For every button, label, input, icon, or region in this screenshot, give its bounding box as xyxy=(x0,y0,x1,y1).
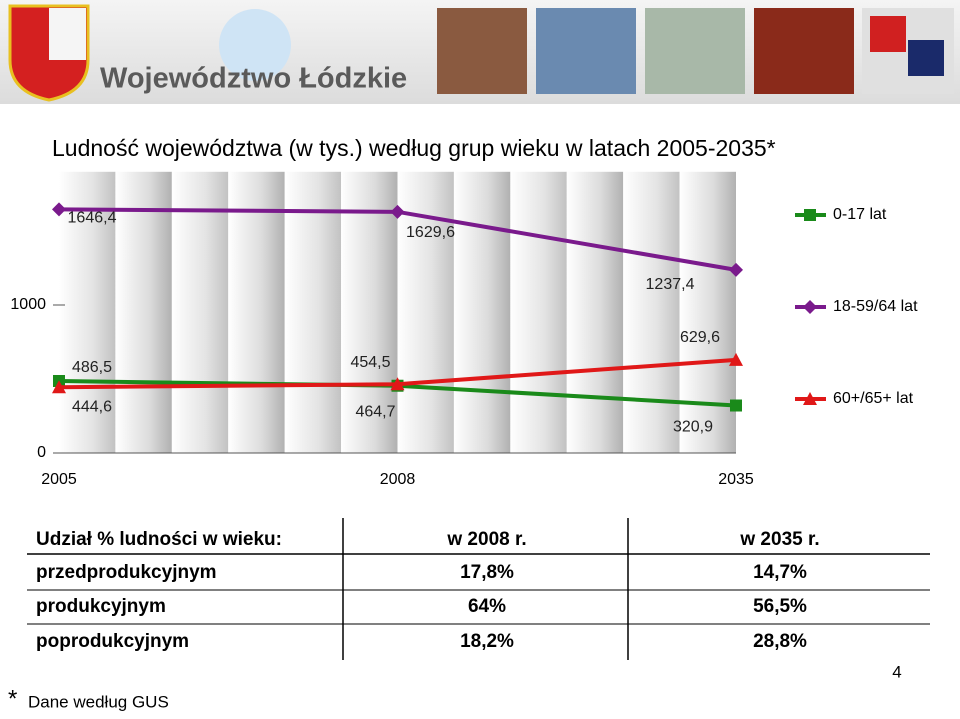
marker xyxy=(729,262,743,277)
x-tick-label: 2005 xyxy=(41,471,77,488)
table-header: Udział % ludności w wieku: xyxy=(36,529,282,550)
plot-area: 0 1000 2005 2008 2035 486,5 454,5 320,9 0-17 lat… xyxy=(10,171,918,488)
plot-background xyxy=(566,171,624,454)
plot-background xyxy=(453,171,511,454)
marker xyxy=(52,380,66,394)
table-cell: 14,7% xyxy=(753,562,807,583)
value-label: 1237,4 xyxy=(646,276,695,293)
banner-title: Województwo Łódzkie xyxy=(100,63,407,95)
value-label: 486,5 xyxy=(72,359,112,376)
marker xyxy=(729,352,743,366)
value-label: 320,9 xyxy=(673,419,713,436)
y-tick-label: 0 xyxy=(37,444,46,461)
table-cell: 17,8% xyxy=(460,562,514,583)
page-number: 4 xyxy=(892,662,901,681)
legend-label: 60+/65+ lat xyxy=(833,390,914,407)
table-cell: poprodukcyjnym xyxy=(36,631,189,652)
value-label: 1629,6 xyxy=(406,224,455,241)
table-header: w 2008 r. xyxy=(446,529,526,550)
legend-marker xyxy=(803,300,817,314)
legend-label: 0-17 lat xyxy=(833,206,887,223)
value-label: 444,6 xyxy=(72,398,112,415)
table-cell: przedprodukcyjnym xyxy=(36,562,217,583)
table: Udział % ludności w wieku: w 2008 r. w 203… xyxy=(27,518,930,660)
legend-marker xyxy=(804,209,816,221)
chart-title: Ludność województwa (w tys.) według grup… xyxy=(52,135,776,161)
plot-background xyxy=(510,171,567,454)
x-tick-label: 2035 xyxy=(718,471,754,488)
value-label: 629,6 xyxy=(680,329,720,346)
footnote: Dane według GUS xyxy=(28,692,169,711)
value-label: 454,5 xyxy=(350,354,390,371)
plot-background xyxy=(59,171,116,454)
plot-background xyxy=(341,171,398,454)
plot-background xyxy=(228,171,285,454)
table-cell: 18,2% xyxy=(460,631,514,652)
table-cell: 56,5% xyxy=(753,596,807,617)
plot-background xyxy=(284,171,342,454)
plot-background xyxy=(115,171,172,454)
y-tick-label: 1000 xyxy=(10,296,46,313)
header-banner: Województwo Łódzkie xyxy=(0,0,960,104)
table-header: w 2035 r. xyxy=(739,529,819,550)
marker xyxy=(390,204,405,219)
footnote-marker: * xyxy=(8,685,17,712)
plot-background xyxy=(623,171,680,454)
legend-label: 18-59/64 lat xyxy=(833,298,918,315)
value-label: 464,7 xyxy=(355,403,395,420)
table-cell: produkcyjnym xyxy=(36,596,166,617)
plot-background xyxy=(679,171,736,454)
plot-background xyxy=(171,171,229,454)
legend-marker xyxy=(803,392,817,405)
marker xyxy=(730,399,742,412)
table-cell: 28,8% xyxy=(753,631,807,652)
table-cell: 64% xyxy=(468,596,506,617)
marker xyxy=(52,202,66,217)
x-tick-label: 2008 xyxy=(380,471,416,488)
value-label: 1646,4 xyxy=(68,210,117,227)
marker xyxy=(390,377,405,391)
